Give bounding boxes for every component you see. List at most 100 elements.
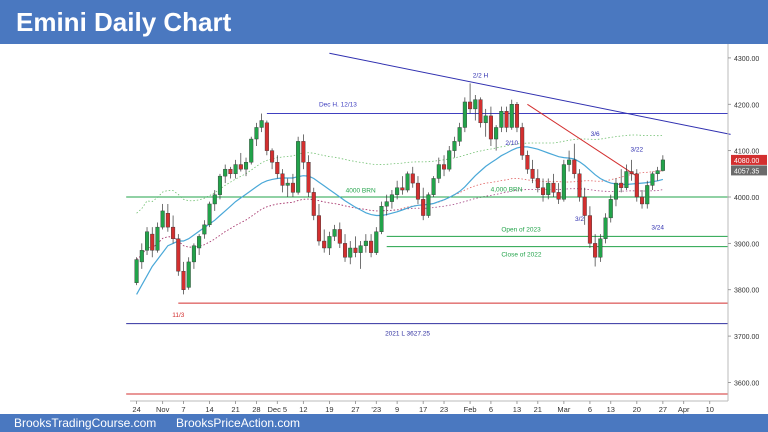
- candle-43: [358, 241, 363, 269]
- candle-body: [598, 238, 603, 258]
- footer-link-brookspriceaction[interactable]: BrooksPriceAction.com: [176, 416, 301, 430]
- candle-body: [358, 245, 363, 253]
- candle-80: [551, 173, 556, 197]
- y-tick-label: 4300.00: [734, 56, 759, 63]
- candle-75: [525, 150, 530, 174]
- price-tag-current-label: 4080.00: [734, 158, 759, 165]
- candle-7: [171, 215, 176, 244]
- y-tick-label: 3900.00: [734, 241, 759, 248]
- candle-body: [191, 245, 196, 263]
- candle-body: [535, 178, 540, 188]
- candle-22: [249, 136, 254, 165]
- candle-body: [353, 247, 358, 253]
- candle-body: [442, 164, 447, 170]
- candle-14: [207, 201, 212, 228]
- candle-51: [400, 176, 405, 195]
- candle-body: [186, 261, 191, 288]
- candle-body: [165, 213, 170, 228]
- header-bar: Emini Daily Chart: [0, 0, 768, 44]
- x-tick-label: Feb: [464, 405, 477, 414]
- candle-body: [587, 215, 592, 244]
- candle-49: [389, 190, 394, 209]
- candle-body: [296, 141, 301, 193]
- annotation-2: 3/6: [591, 131, 600, 138]
- candle-body: [494, 127, 499, 140]
- candle-17: [223, 164, 228, 184]
- candle-65: [473, 95, 478, 121]
- candle-body: [624, 171, 629, 188]
- candle-body: [384, 201, 389, 207]
- candle-20: [238, 152, 243, 172]
- candle-body: [343, 243, 348, 258]
- x-tick-label: 6: [588, 405, 592, 414]
- candle-1: [139, 243, 144, 269]
- candle-79: [546, 178, 551, 200]
- candle-body: [520, 127, 525, 156]
- candle-body: [483, 115, 488, 124]
- candle-body: [238, 164, 243, 170]
- x-tick-label: 13: [607, 405, 615, 414]
- price-tag-secondary: [731, 165, 767, 176]
- candle-body: [410, 173, 415, 184]
- trendline-0: [329, 52, 731, 135]
- candle-body: [556, 192, 561, 200]
- candle-body: [285, 182, 290, 186]
- chart-axes: 3600.00 3700.00 3800.00 3900.00 4000.00 4100.…: [130, 44, 767, 414]
- candle-body: [447, 150, 452, 170]
- candle-82: [561, 159, 566, 202]
- candle-74: [520, 122, 525, 160]
- page-title: Emini Daily Chart: [16, 7, 232, 37]
- candle-47: [379, 201, 384, 235]
- candle-body: [650, 173, 655, 186]
- candle-39: [337, 222, 342, 248]
- candle-55: [421, 187, 426, 221]
- candle-35: [316, 203, 321, 246]
- candle-44: [363, 234, 368, 253]
- candle-body: [316, 215, 321, 242]
- y-tick-label: 3600.00: [734, 380, 759, 387]
- candle-11: [191, 243, 196, 269]
- x-tick-label: 12: [299, 405, 307, 414]
- candle-body: [176, 238, 181, 272]
- footer-link-brookstradingcourse[interactable]: BrooksTradingCourse.com: [14, 416, 157, 430]
- x-tick-label: 19: [325, 405, 333, 414]
- candle-34: [311, 187, 316, 221]
- candle-body: [160, 210, 165, 228]
- x-tick-label: 24: [132, 405, 140, 414]
- candle-45: [369, 234, 374, 258]
- annotation-0: 2/2 H: [473, 72, 489, 79]
- x-tick-label: 27: [659, 405, 667, 414]
- candle-83: [567, 150, 572, 172]
- x-tick-label: Nov: [156, 405, 170, 414]
- candle-body: [181, 270, 186, 290]
- candle-57: [431, 176, 436, 197]
- candle-98: [645, 180, 650, 209]
- candle-body: [254, 127, 259, 140]
- candle-body: [452, 141, 457, 151]
- candle-body: [228, 168, 233, 175]
- candle-body: [134, 259, 139, 283]
- candle-59: [442, 155, 447, 177]
- candle-body: [613, 182, 618, 200]
- candle-body: [233, 164, 238, 175]
- candle-body: [640, 196, 645, 205]
- candle-body: [223, 168, 228, 177]
- x-tick-label: '23: [371, 405, 381, 414]
- candle-26: [270, 148, 275, 170]
- candle-100: [655, 166, 660, 181]
- level-label-3: Close of 2022: [501, 252, 541, 259]
- candle-body: [567, 159, 572, 165]
- x-tick-label: 6: [489, 405, 493, 414]
- candle-95: [629, 159, 634, 181]
- x-tick-label: 14: [205, 405, 213, 414]
- candle-body: [337, 229, 342, 244]
- candle-body: [468, 101, 473, 110]
- candle-64: [468, 83, 473, 114]
- candle-67: [483, 108, 488, 137]
- candle-body: [478, 99, 483, 124]
- candle-body: [572, 159, 577, 175]
- candle-96: [634, 169, 639, 202]
- candle-3: [150, 227, 155, 258]
- candle-66: [478, 97, 483, 128]
